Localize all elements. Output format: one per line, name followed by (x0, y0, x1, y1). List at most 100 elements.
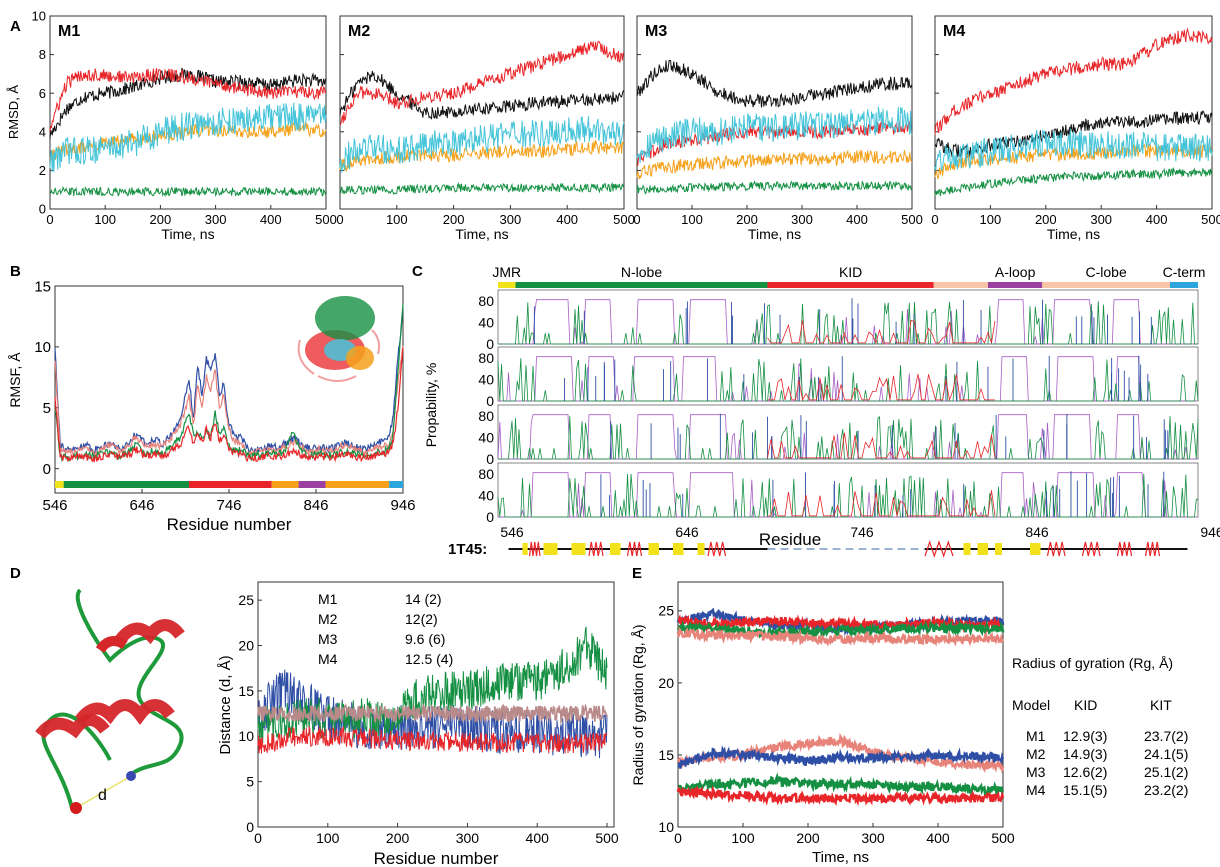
panel-d-xtick-label: 200 (386, 830, 410, 846)
panel-a-m4-frame (934, 15, 1213, 210)
panel-c-subpanel-frame (497, 462, 1199, 518)
panel-a-m1-frame (49, 15, 327, 210)
panel-a-m4-xtick-label: 200 (1035, 212, 1057, 227)
panel-c-strand-block (648, 543, 659, 555)
panel-c-ytick-label: 0 (486, 509, 494, 525)
panel-d-xtick-label: 500 (595, 830, 619, 846)
panel-a-m1-ytick-label: 0 (39, 202, 46, 217)
panel-c-helix-glyph (1046, 541, 1066, 557)
panel-e-table-cell: M2 (1026, 746, 1046, 762)
panel-e-table-header: KIT (1150, 697, 1172, 713)
panel-c-helix-glyph (1081, 541, 1101, 557)
panel-a-series-line (339, 181, 625, 195)
panel-a-series-line (636, 149, 913, 180)
panel-c-strand-block (522, 543, 528, 555)
panel-a-series-line (934, 143, 1213, 180)
panel-e-xtick-label: 0 (674, 830, 682, 846)
panel-b-xlabel: Residue number (167, 515, 292, 534)
panel-b-domain-segment (271, 481, 299, 488)
panel-a-xlabel: Time, ns (1047, 226, 1100, 242)
panel-d-distance: 0 100 200 300 400 500 0 5 10 15 20 25 Distance (d, Å… (217, 581, 619, 867)
panel-e-table-cell: 23.7(2) (1144, 728, 1188, 744)
panel-c-xtick-label: 846 (1025, 524, 1049, 540)
panel-d-ytick-label: 15 (238, 683, 254, 699)
panel-e-xtick-label: 500 (991, 830, 1015, 846)
panel-a-m4-xtick-label: 100 (980, 212, 1002, 227)
panel-e-ytick-label: 25 (658, 603, 674, 619)
panel-a-m3-xtick-label: 500 (901, 212, 923, 227)
panel-d-series-line (257, 626, 608, 745)
kinase-structure-image (297, 296, 381, 382)
panel-a-series-line (934, 27, 1213, 135)
panel-a-xlabel: Time, ns (748, 226, 801, 242)
panel-c-subpanel-frame (497, 404, 1199, 460)
panel-a-series-line (49, 68, 327, 132)
panel-c-xtick-label: 546 (500, 524, 524, 540)
panel-b-xtick-label: 546 (42, 497, 67, 514)
panel-a-subplot-label: M1 (58, 23, 80, 40)
panel-a-series-line (339, 40, 625, 126)
panel-d-table-value: 12(2) (405, 611, 438, 627)
panel-d-xtick-label: 400 (526, 830, 550, 846)
distance-d-label: d (98, 787, 107, 804)
panel-b-ytick-label: 15 (34, 278, 51, 295)
panel-c-coil-line (767, 432, 996, 460)
panel-b-xtick-label: 646 (129, 497, 154, 514)
panel-a-series-line (636, 106, 913, 163)
panel-e-table-cell: 15.1(5) (1063, 782, 1107, 798)
panel-e-table-cell: 25.1(2) (1144, 764, 1188, 780)
panel-c-ytick-label: 0 (486, 393, 494, 409)
panel-e-series-line (677, 745, 1005, 769)
panel-c-helix-glyph (588, 541, 604, 557)
panel-e-table-cell: M4 (1026, 782, 1046, 798)
panel-c-domain-bar (767, 282, 934, 288)
panel-c-ytick-label: 80 (478, 466, 494, 482)
panel-c-helix-line (498, 356, 1198, 402)
panel-a-m1-xtick-label: 0 (46, 212, 53, 227)
panel-a-m2-xtick-label: 100 (386, 212, 408, 227)
panel-e-table-cell: 23.2(2) (1144, 782, 1188, 798)
panel-a-series-line (636, 180, 913, 195)
panel-d-xlabel: Residue number (374, 849, 499, 867)
panel-e-series-line (676, 626, 1005, 647)
panel-letter-b: B (10, 263, 21, 280)
panel-a-m3-xtick-label: 100 (681, 212, 703, 227)
panel-a-m1-ytick-label: 10 (32, 9, 46, 24)
panel-b-domain-segment (63, 481, 189, 488)
panel-c-domain-label: N-lobe (621, 264, 662, 280)
panel-c-coil-line (767, 373, 995, 402)
panel-a-m4-xtick-label: 500 (1201, 212, 1220, 227)
panel-c-strand-block (995, 543, 1002, 555)
panel-b-domain-segment (188, 481, 272, 488)
panel-c-coil-line (767, 490, 996, 518)
panel-d-series-line (257, 726, 608, 754)
panel-a-m1-xtick-label: 300 (205, 212, 227, 227)
panel-d-ytick-label: 20 (238, 637, 254, 653)
panel-b-domain-segment (298, 481, 326, 488)
panel-c-strand-block (543, 543, 558, 555)
panel-c-coil-line (767, 319, 996, 345)
panel-a-m1-xtick-label: 400 (260, 212, 282, 227)
panel-a-m2-xtick-label: 400 (556, 212, 578, 227)
panel-e-series-line (677, 614, 1004, 634)
panel-d-ytick-label: 5 (246, 774, 254, 790)
panel-e-xtick-label: 400 (926, 830, 950, 846)
panel-e-table-header: KID (1074, 697, 1097, 713)
panel-c-ytick-label: 80 (478, 408, 494, 424)
panel-e-table-cell: 14.9(3) (1063, 746, 1107, 762)
panel-c-strand-block (1030, 543, 1041, 555)
panel-c-strand-block (571, 543, 586, 555)
panel-b-xtick-label: 746 (216, 497, 241, 514)
panel-e-xlabel: Time, ns (812, 849, 869, 866)
panel-c-helix-glyph (924, 540, 954, 558)
panel-c-strand-block (673, 543, 684, 555)
panel-e-table-title: Radius of gyration (Rg, Å) (1012, 655, 1173, 671)
panel-b-domain-segment (55, 481, 64, 488)
panel-e-xtick-label: 200 (796, 830, 820, 846)
panel-e-table-cell: 24.1(5) (1144, 746, 1188, 762)
panel-c-ytick-label: 40 (478, 371, 494, 387)
panel-c-xtick-label: 946 (1200, 524, 1220, 540)
panel-c-structure-label: 1T45: (448, 541, 487, 558)
